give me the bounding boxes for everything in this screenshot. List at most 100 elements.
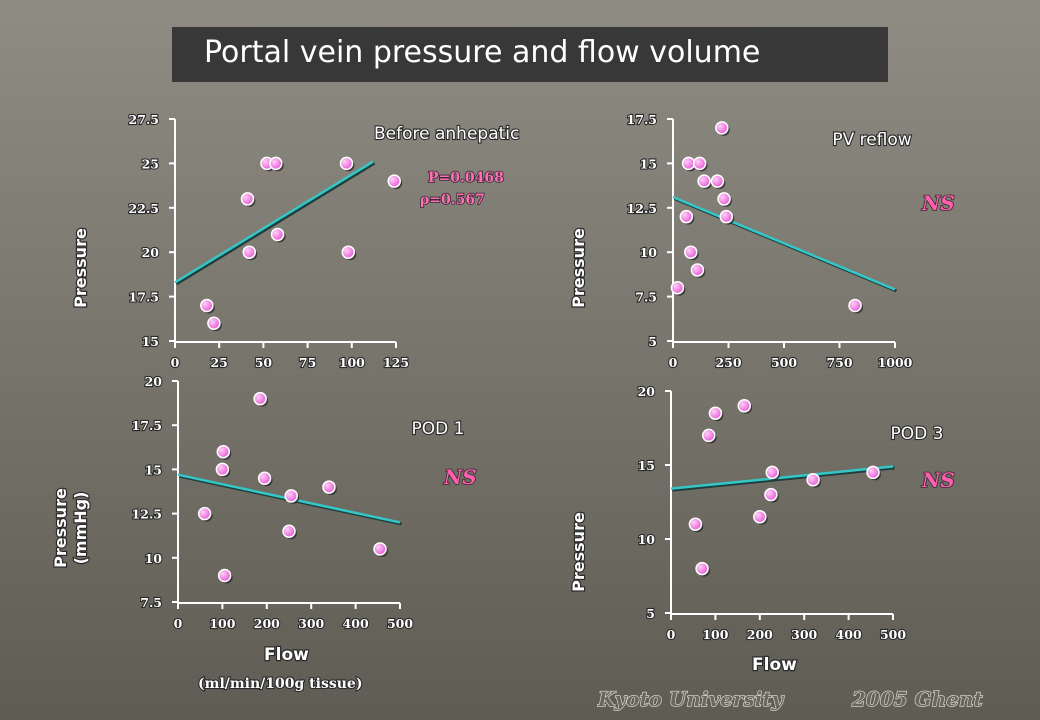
data-point — [269, 156, 283, 171]
y-tick-label: 20 — [145, 374, 163, 389]
y-tick-label: 15 — [638, 458, 655, 473]
y-tick-label: 10 — [638, 532, 656, 547]
data-point — [690, 263, 705, 277]
x-tick-label: 75 — [299, 355, 316, 370]
y-tick-label: 5 — [648, 334, 657, 349]
data-point — [282, 524, 296, 539]
data-point — [242, 245, 257, 259]
data-point — [765, 465, 779, 480]
x-tick-label: 400 — [836, 627, 862, 642]
data-point — [240, 192, 255, 206]
statistic-label: P=0.0468 — [428, 170, 504, 186]
x-tick-label: 125 — [383, 355, 409, 370]
x-tick-label: 200 — [254, 616, 280, 631]
scatter-panel-2: 5 7.5 10 12.5 15 17.5 0 250 500 750 1000 Pressure PV… — [568, 111, 956, 371]
scatter-panel-1: 15 17.5 20 22.5 25 27.5 0 25 50 75 100 125 Pressure B… — [70, 111, 521, 371]
significance-label: NS — [443, 465, 477, 489]
data-point — [684, 245, 698, 259]
panel-annotation: PV reflow — [832, 130, 911, 150]
data-point — [708, 406, 723, 420]
y-tick-label: 5 — [646, 606, 655, 621]
y-axis-label: Pressure(mmHg) — [51, 488, 90, 568]
data-point — [215, 462, 230, 477]
y-tick-label: 25 — [142, 156, 159, 171]
x-tick-label: 500 — [771, 355, 797, 370]
y-tick-label: 12.5 — [132, 507, 162, 522]
data-point — [688, 517, 703, 531]
x-tick-label: 300 — [298, 616, 324, 631]
x-tick-label: 400 — [343, 616, 369, 631]
data-point — [695, 561, 709, 576]
data-point — [753, 510, 767, 524]
x-tick-label: 750 — [826, 355, 852, 370]
data-point — [848, 298, 862, 313]
footer-institution: Kyoto University — [597, 687, 785, 711]
regression-line — [670, 465, 894, 490]
y-tick-label: 27.5 — [129, 112, 159, 127]
panel-annotation: POD 3 — [891, 424, 944, 444]
x-tick-label: 0 — [171, 355, 180, 370]
data-point — [197, 506, 212, 521]
y-tick-label: 15 — [640, 156, 657, 171]
regression-line — [672, 195, 896, 291]
y-tick-label: 7.5 — [140, 595, 162, 610]
y-tick-label: 7.5 — [635, 290, 657, 305]
regression-line-shadow — [175, 161, 376, 286]
y-tick-label: 17.5 — [132, 418, 162, 433]
data-point — [207, 316, 221, 330]
y-tick-label: 10 — [640, 245, 658, 260]
data-point — [373, 542, 387, 556]
title-bar: Portal vein pressure and flow volume — [172, 27, 888, 82]
x-axis-label: Flow — [264, 645, 309, 665]
y-axis-label: Pressure — [569, 228, 588, 308]
panel-annotation: POD 1 — [412, 419, 465, 439]
x-tick-label: 250 — [715, 355, 741, 370]
regression-line-shadow — [672, 466, 895, 492]
slide-title: Portal vein pressure and flow volume — [204, 35, 761, 70]
x-axis-unit: (ml/min/100g tissue) — [198, 676, 362, 692]
data-point — [737, 399, 752, 413]
y-tick-label: 15 — [145, 462, 162, 477]
x-tick-label: 100 — [339, 355, 365, 370]
x-axis-label: Flow — [752, 655, 797, 675]
x-tick-label: 500 — [880, 627, 906, 642]
y-tick-label: 12.5 — [627, 201, 657, 216]
significance-label: NS — [921, 468, 955, 492]
x-tick-label: 0 — [174, 616, 183, 631]
y-tick-label: 17.5 — [129, 290, 159, 305]
y-tick-label: 15 — [142, 334, 159, 349]
regression-line — [174, 160, 374, 284]
panel-annotation: Before anhepatic — [374, 124, 519, 144]
data-point — [764, 487, 778, 502]
data-point — [217, 568, 232, 583]
y-tick-label: 22.5 — [129, 201, 159, 216]
data-point — [715, 121, 729, 135]
x-tick-label: 1000 — [878, 355, 913, 370]
data-point — [710, 174, 725, 188]
x-tick-label: 0 — [669, 355, 678, 370]
data-point — [681, 156, 696, 171]
data-point — [719, 209, 734, 224]
data-point — [284, 489, 298, 503]
x-tick-label: 300 — [791, 627, 817, 642]
data-point — [701, 428, 716, 443]
x-tick-label: 50 — [255, 355, 273, 370]
data-point — [339, 156, 354, 171]
x-tick-label: 0 — [667, 627, 676, 642]
data-point — [341, 245, 356, 259]
x-tick-label: 200 — [747, 627, 773, 642]
x-tick-label: 100 — [209, 616, 235, 631]
data-point — [806, 473, 820, 487]
y-tick-label: 20 — [142, 245, 160, 260]
y-axis-label: Pressure — [71, 228, 90, 308]
data-point — [200, 298, 214, 313]
y-tick-label: 17.5 — [627, 112, 657, 127]
data-point — [253, 391, 267, 406]
footer-event: 2005 Ghent — [851, 687, 984, 711]
data-point — [692, 156, 707, 171]
data-point — [679, 209, 694, 224]
data-point — [670, 280, 685, 295]
